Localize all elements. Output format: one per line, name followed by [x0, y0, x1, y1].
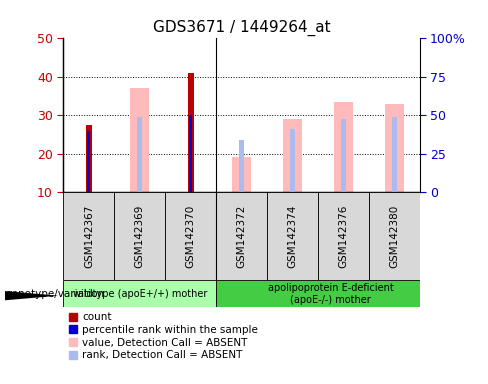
Text: GSM142367: GSM142367: [84, 204, 94, 268]
Text: wildtype (apoE+/+) mother: wildtype (apoE+/+) mother: [73, 289, 207, 299]
Bar: [267, 192, 318, 280]
Bar: [385, 104, 404, 192]
Text: GSM142374: GSM142374: [287, 204, 298, 268]
Bar: [86, 125, 92, 192]
Bar: [232, 157, 251, 192]
Bar: [369, 192, 420, 280]
Bar: [341, 119, 346, 192]
Bar: [290, 129, 295, 192]
Bar: [216, 280, 420, 307]
Text: GSM142370: GSM142370: [185, 205, 196, 268]
Legend: count, percentile rank within the sample, value, Detection Call = ABSENT, rank, : count, percentile rank within the sample…: [69, 313, 258, 360]
Polygon shape: [5, 291, 59, 300]
Text: GSM142376: GSM142376: [338, 204, 348, 268]
Text: GSM142372: GSM142372: [237, 204, 246, 268]
Bar: [63, 280, 216, 307]
Bar: [283, 119, 302, 192]
Bar: [63, 192, 114, 280]
Bar: [187, 73, 194, 192]
Bar: [137, 117, 142, 192]
Bar: [130, 88, 149, 192]
Bar: [165, 192, 216, 280]
Bar: [189, 115, 192, 192]
Bar: [239, 140, 244, 192]
Text: genotype/variation: genotype/variation: [5, 289, 104, 299]
Bar: [334, 102, 353, 192]
Bar: [216, 192, 267, 280]
Bar: [392, 117, 397, 192]
Bar: [318, 192, 369, 280]
Bar: [114, 192, 165, 280]
Text: apolipoprotein E-deficient
(apoE-/-) mother: apolipoprotein E-deficient (apoE-/-) mot…: [268, 283, 393, 305]
Bar: [87, 131, 90, 192]
Text: GSM142380: GSM142380: [389, 205, 399, 268]
Title: GDS3671 / 1449264_at: GDS3671 / 1449264_at: [153, 20, 330, 36]
Text: GSM142369: GSM142369: [135, 204, 145, 268]
